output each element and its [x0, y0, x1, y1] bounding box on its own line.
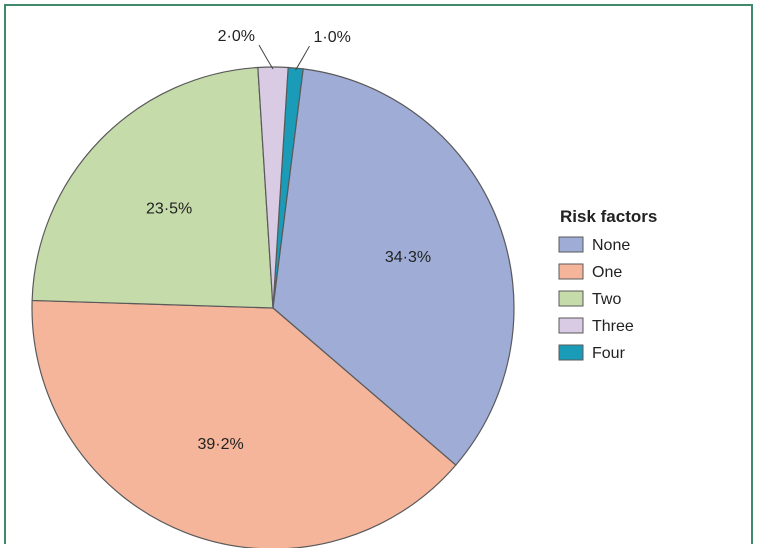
legend-label-one: One — [592, 264, 622, 281]
legend-label-three: Three — [592, 318, 634, 335]
slice-labels: 34·3% 39·2% 23·5% 2·0% 1·0% — [146, 28, 431, 453]
legend-label-four: Four — [592, 345, 626, 362]
leader-line-four — [295, 45, 310, 71]
pie-slice-none — [272, 68, 515, 466]
pie-slice-one — [31, 299, 457, 548]
legend-label-two: Two — [592, 291, 621, 308]
legend-swatch-four — [558, 344, 584, 361]
slice-label-four: 1·0% — [313, 29, 350, 46]
pie-slices — [31, 66, 515, 548]
pie-slice-two — [31, 66, 274, 309]
legend-swatch-none — [558, 236, 584, 253]
slice-label-one: 39·2% — [197, 436, 243, 453]
pie-slice-three — [257, 66, 289, 309]
legend-title: Risk factors — [560, 207, 657, 226]
legend-swatch-one — [558, 263, 584, 280]
legend: Risk factors None One Two Three Four — [558, 207, 657, 362]
leader-lines — [258, 44, 310, 71]
legend-label-none: None — [592, 237, 630, 254]
slice-label-two: 23·5% — [146, 200, 192, 217]
legend-swatch-two — [558, 290, 584, 307]
slice-label-three: 2·0% — [218, 28, 255, 45]
legend-swatch-three — [558, 317, 584, 334]
leader-line-three — [258, 44, 274, 70]
slice-label-none: 34·3% — [385, 249, 431, 266]
